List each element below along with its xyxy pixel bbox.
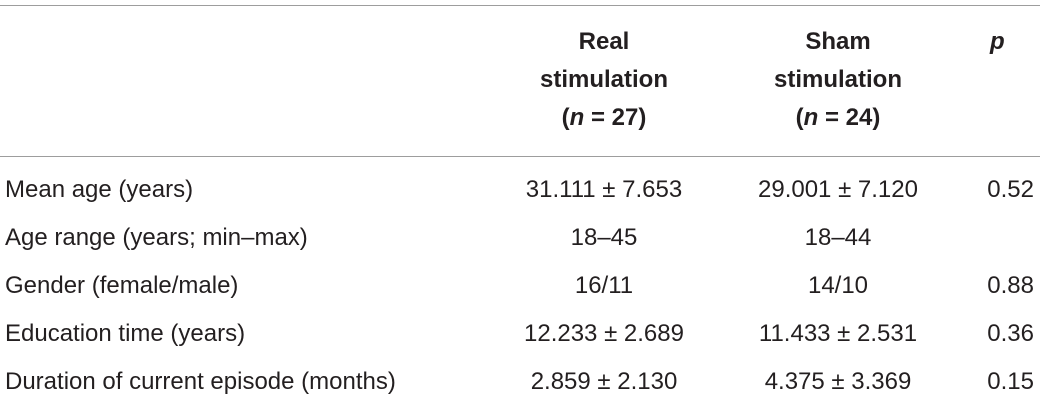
row-label: Mean age (years) xyxy=(5,176,194,203)
row-label: Gender (female/male) xyxy=(5,272,239,299)
cell-value: 18–44 xyxy=(804,224,872,251)
cell-value: 4.375 ± 3.369 xyxy=(764,368,912,395)
header-line: (n = 24) xyxy=(728,99,948,137)
header-line: stimulation xyxy=(539,66,668,93)
header-cell: Sham stimulation (n = 24) xyxy=(728,23,948,137)
cell-value: 2.859 ± 2.130 xyxy=(530,368,678,395)
header-line: stimulation xyxy=(773,66,902,93)
text: ( xyxy=(795,104,804,131)
text: = 27) xyxy=(590,104,647,131)
row-label: Duration of current episode (months) xyxy=(5,368,396,395)
header-line: (n = 27) xyxy=(494,99,714,137)
header-cell: Real stimulation (n = 27) xyxy=(494,23,714,137)
cell-value: 0.52 xyxy=(987,176,1034,203)
p-symbol: p xyxy=(990,28,1005,55)
row-label: Education time (years) xyxy=(5,320,246,347)
cell-value: 16/11 xyxy=(574,272,634,299)
text: ( xyxy=(561,104,570,131)
top-rule xyxy=(0,5,1040,6)
cell-value: 29.001 ± 7.120 xyxy=(758,176,918,203)
row-label: Age range (years; min–max) xyxy=(5,224,308,251)
cell-value: 0.36 xyxy=(987,320,1034,347)
cell-value: 0.88 xyxy=(987,272,1034,299)
cell-value: 11.433 ± 2.531 xyxy=(758,320,918,347)
header-rule xyxy=(0,156,1040,157)
header-line: Real xyxy=(578,28,630,55)
header-cell: p xyxy=(990,23,1005,61)
cell-value: 14/10 xyxy=(807,272,869,299)
cell-value: 0.15 xyxy=(987,368,1034,395)
header-line: Sham xyxy=(805,28,871,55)
cell-value: 18–45 xyxy=(570,224,638,251)
cell-value: 31.111 ± 7.653 xyxy=(525,176,683,203)
text: = 24) xyxy=(824,104,881,131)
n-symbol: n xyxy=(569,104,585,131)
cell-value: 12.233 ± 2.689 xyxy=(524,320,684,347)
n-symbol: n xyxy=(803,104,819,131)
